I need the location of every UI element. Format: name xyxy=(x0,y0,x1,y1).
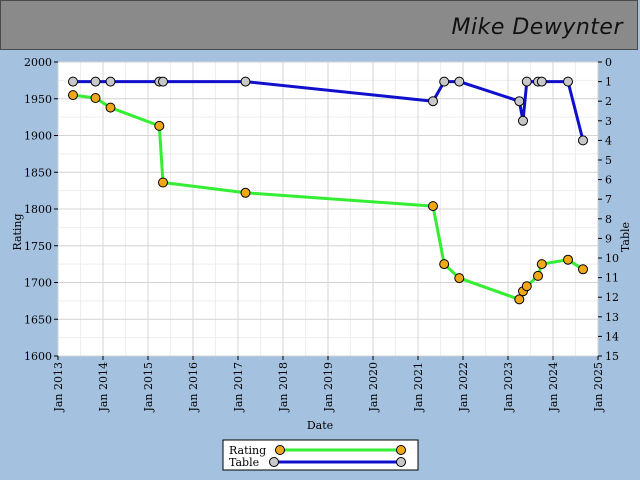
x-tick-label: Jan 2017 xyxy=(232,362,245,413)
rating-point xyxy=(521,281,532,292)
table-point xyxy=(536,76,547,87)
player-name: Mike Dewynter xyxy=(451,15,623,40)
rating-line xyxy=(72,93,584,301)
x-tick-label: Jan 2021 xyxy=(412,362,425,413)
y-tick-label: 2000 xyxy=(24,56,52,69)
y-tick-label: 1850 xyxy=(24,166,52,179)
y2-tick-label: 6 xyxy=(605,174,612,187)
grid xyxy=(57,61,599,357)
y2-tick-label: 4 xyxy=(605,134,612,147)
x-tick-label: Jan 2013 xyxy=(52,362,65,413)
rating-point xyxy=(439,259,450,270)
x-tick-label: Jan 2023 xyxy=(502,362,515,413)
series-layer xyxy=(68,76,588,305)
y-tick-label: 1700 xyxy=(24,277,52,290)
y-axis-label: Rating xyxy=(11,213,24,250)
table-point xyxy=(518,115,528,126)
legend-box xyxy=(222,439,419,471)
rating-point xyxy=(454,273,465,284)
y2-axis-label: Table xyxy=(619,222,632,252)
table-point xyxy=(563,76,573,87)
legend-label-table: Table xyxy=(229,456,259,469)
x-tick-label: Jan 2015 xyxy=(142,362,155,413)
legend-marker-rating xyxy=(275,445,285,455)
x-axis-label: Date xyxy=(307,419,333,432)
rating-point xyxy=(68,90,78,101)
rating-point xyxy=(514,294,525,305)
rating-point xyxy=(90,93,101,103)
table-point xyxy=(105,76,116,87)
table-point xyxy=(514,96,525,107)
rating-point xyxy=(536,259,547,270)
y-tick-label: 1950 xyxy=(24,93,52,106)
table-point xyxy=(439,76,450,87)
header-bar: Mike Dewynter xyxy=(0,0,638,50)
y-tick-label: 1750 xyxy=(24,240,52,253)
x-tick-label: Jan 2019 xyxy=(322,362,335,413)
y2-tick-label: 10 xyxy=(605,252,619,265)
y-tick-label: 1900 xyxy=(24,130,52,143)
y2-tick-label: 12 xyxy=(605,291,619,304)
y2-tick-label: 3 xyxy=(605,115,612,128)
rating-point xyxy=(105,102,116,113)
rating-point xyxy=(158,177,168,188)
left-axis: 1600 1650 1700 1750 1800 1850 1900 1950 2000 xyxy=(24,56,58,363)
y2-tick-label: 5 xyxy=(605,154,612,167)
table-point xyxy=(428,96,438,107)
legend-label-rating: Rating xyxy=(229,444,266,457)
y2-tick-label: 14 xyxy=(605,330,619,343)
y2-tick-label: 1 xyxy=(605,76,612,89)
table-point xyxy=(578,135,588,146)
legend: Rating Table xyxy=(222,439,419,471)
y2-tick-label: 8 xyxy=(605,213,612,226)
rating-point xyxy=(578,264,588,275)
rating-point xyxy=(563,254,573,265)
legend-marker-rating-end xyxy=(396,445,406,455)
y2-tick-label: 15 xyxy=(605,350,619,363)
y2-tick-label: 2 xyxy=(605,95,612,108)
rating-point xyxy=(154,120,165,131)
table-point xyxy=(521,76,532,87)
y2-tick-label: 11 xyxy=(605,272,619,285)
table-point xyxy=(454,76,465,87)
legend-marker-table xyxy=(269,457,279,467)
y2-tick-label: 13 xyxy=(605,311,619,324)
table-point xyxy=(68,76,78,87)
x-tick-label: Jan 2020 xyxy=(367,362,380,413)
table-point xyxy=(158,76,168,87)
y2-tick-label: 9 xyxy=(605,232,612,245)
table-point xyxy=(240,76,251,87)
x-tick-label: Jan 2018 xyxy=(277,362,290,413)
table-point xyxy=(90,76,101,87)
rating-point xyxy=(533,270,543,281)
x-tick-label: Jan 2022 xyxy=(457,362,470,413)
x-axis: Jan 2013 Jan 2014 Jan 2015 Jan 2016 Jan 2017… xyxy=(52,356,605,413)
rating-point xyxy=(240,187,251,198)
y-tick-label: 1650 xyxy=(24,313,52,326)
y-tick-label: 1600 xyxy=(24,350,52,363)
y2-tick-label: 0 xyxy=(605,56,612,69)
x-tick-label: Jan 2024 xyxy=(547,362,560,413)
x-tick-label: Jan 2016 xyxy=(187,362,200,413)
x-tick-label: Jan 2025 xyxy=(592,362,605,413)
x-tick-label: Jan 2014 xyxy=(97,362,110,413)
y2-tick-label: 7 xyxy=(605,193,612,206)
rating-point xyxy=(428,201,438,212)
legend-marker-table-end xyxy=(396,457,406,467)
y-tick-label: 1800 xyxy=(24,203,52,216)
